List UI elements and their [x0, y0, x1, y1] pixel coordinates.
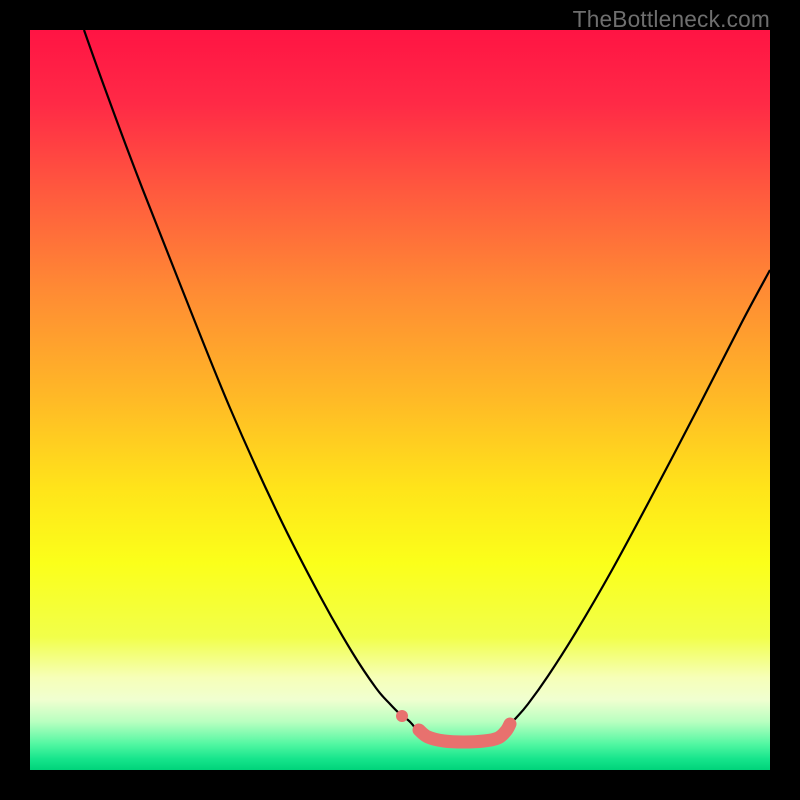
highlight-marker [396, 710, 408, 722]
chart-svg [30, 30, 770, 770]
gradient-background [30, 30, 770, 770]
plot-area [30, 30, 770, 770]
chart-frame: TheBottleneck.com [0, 0, 800, 800]
watermark-text: TheBottleneck.com [573, 6, 770, 33]
